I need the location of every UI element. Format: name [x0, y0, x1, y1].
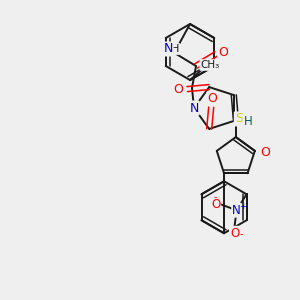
Text: -: -: [240, 229, 243, 239]
Text: N: N: [232, 204, 241, 217]
Text: N: N: [163, 43, 173, 56]
Text: O: O: [173, 82, 183, 96]
Text: N: N: [189, 101, 199, 115]
Text: -: -: [214, 192, 217, 202]
Text: +: +: [239, 202, 246, 211]
Text: O: O: [230, 227, 239, 240]
Text: CH₃: CH₃: [200, 60, 220, 70]
Text: O: O: [211, 198, 220, 211]
Text: O: O: [218, 46, 228, 59]
Text: S: S: [235, 112, 243, 125]
Text: O: O: [260, 146, 270, 159]
Text: O: O: [207, 92, 217, 105]
Text: H: H: [243, 115, 252, 128]
Text: H: H: [171, 44, 179, 54]
